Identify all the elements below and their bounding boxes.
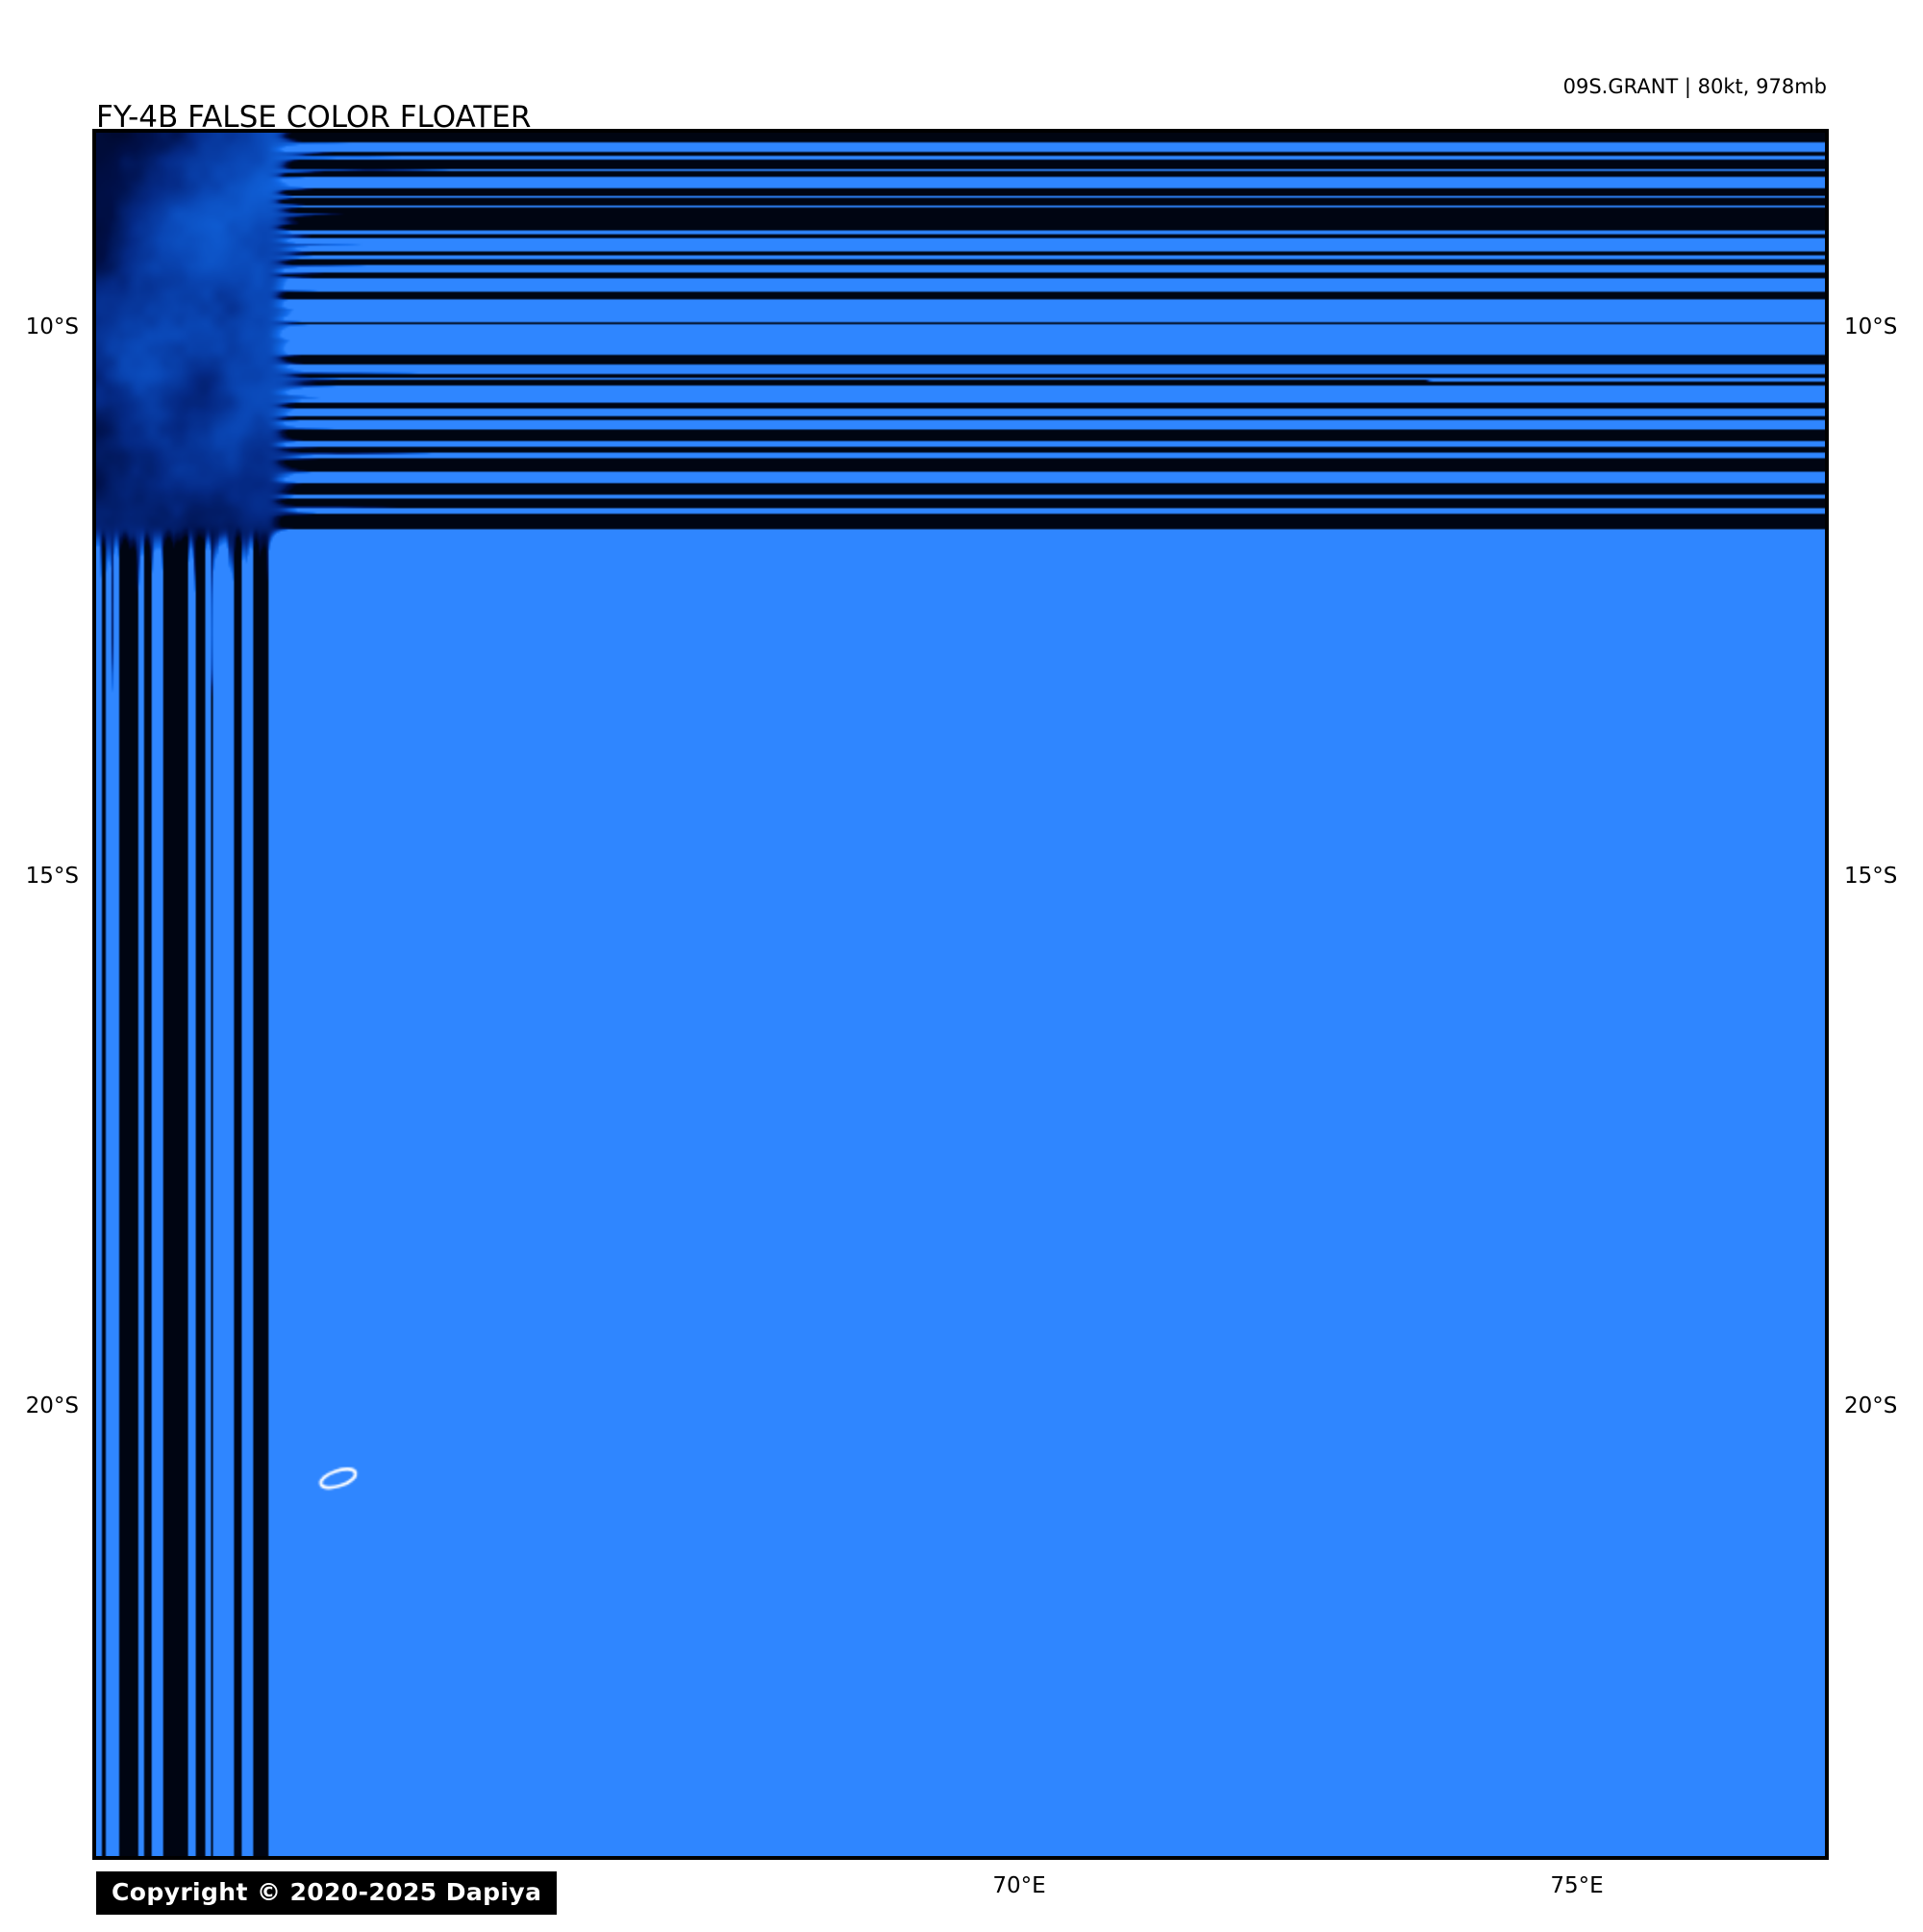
lat-tick-left-2: 20°S [25, 1393, 79, 1418]
lon-tick-1: 70°E [992, 1873, 1046, 1898]
lat-tick-right-2: 20°S [1844, 1393, 1898, 1418]
lon-tick-2: 75°E [1550, 1873, 1604, 1898]
lat-tick-left-1: 15°S [25, 864, 79, 889]
storm-info-label: 09S.GRANT | 80kt, 978mb [1562, 75, 1827, 98]
satellite-imagery-canvas [96, 133, 1825, 1856]
satellite-image-panel[interactable] [92, 129, 1829, 1860]
copyright-watermark: Copyright © 2020-2025 Dapiya [96, 1871, 558, 1915]
lat-tick-right-0: 10°S [1844, 314, 1898, 339]
lat-tick-right-1: 15°S [1844, 864, 1898, 889]
lat-tick-left-0: 10°S [25, 314, 79, 339]
